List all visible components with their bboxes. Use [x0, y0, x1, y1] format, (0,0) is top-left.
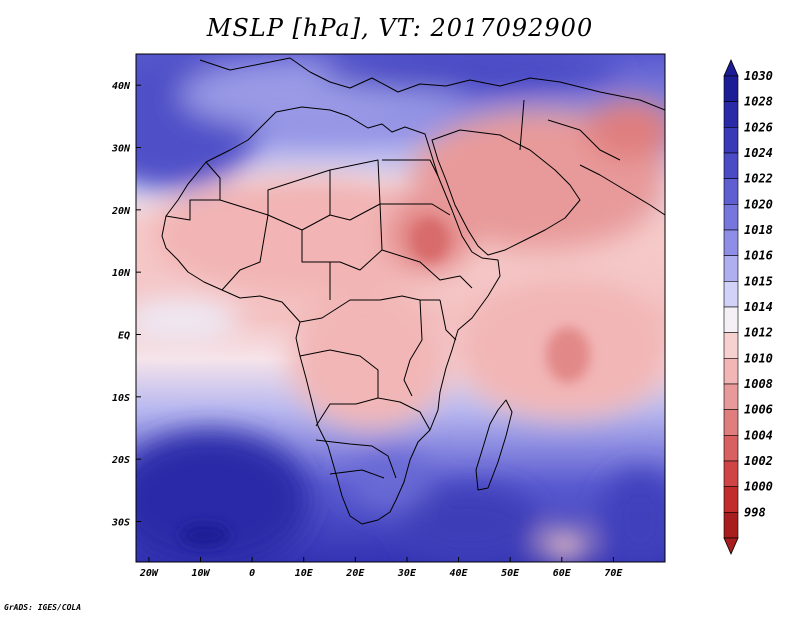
- lon-label: 0: [249, 568, 255, 579]
- madagascar: [475, 399, 513, 491]
- colorbar-swatch: [723, 435, 739, 462]
- colorbar-level-label: 1028: [744, 95, 773, 109]
- lat-label: 10S: [112, 393, 130, 404]
- colorbar-swatch: [723, 75, 739, 102]
- colorbar-level-label: 1010: [744, 351, 773, 365]
- colorbar-level-label: 1018: [744, 223, 773, 237]
- colorbar-bottom-arrow: [723, 537, 739, 555]
- lat-label: 30N: [111, 143, 131, 154]
- colorbar-swatch: [723, 127, 739, 154]
- colorbar-level-label: 1014: [744, 300, 773, 314]
- colorbar: 1030 1028 1026 1024 1022 1020 1018 1016 1015 1014…: [723, 59, 773, 555]
- colorbar-level-label: 1015: [744, 274, 773, 288]
- colorbar-level-label: 1026: [744, 120, 773, 134]
- lon-label: 30E: [397, 568, 417, 579]
- grads-credit: GrADS: IGES/COLA: [4, 603, 82, 612]
- lon-label: 20E: [345, 568, 365, 579]
- lat-label: 20S: [111, 455, 130, 466]
- south-atlantic-high: [136, 430, 310, 562]
- pressure-field: [136, 54, 665, 562]
- lat-label: 30S: [111, 517, 130, 528]
- colorbar-level-label: 1004: [744, 428, 773, 442]
- lat-label: 40N: [112, 81, 131, 92]
- lon-label: 10E: [295, 568, 314, 579]
- map-title: MSLP [hPa], VT: 2017092900: [206, 14, 594, 42]
- colorbar-swatch: [723, 101, 739, 128]
- colorbar-swatch: [723, 255, 739, 282]
- colorbar-level-label: 1006: [744, 403, 773, 417]
- colorbar-swatch: [723, 332, 739, 359]
- country-boundaries: [161, 57, 665, 525]
- lon-label: 20W: [139, 568, 159, 579]
- colorbar-level-label: 1016: [744, 249, 773, 263]
- colorbar-level-label: 1022: [744, 172, 773, 186]
- lat-label: 10N: [112, 268, 131, 279]
- india-coast: [579, 164, 665, 216]
- colorbar-level-label: 1012: [744, 326, 773, 340]
- colorbar-level-label: 1030: [744, 69, 773, 83]
- lon-label: 10W: [191, 568, 210, 579]
- latitude-axis: 40N 30N 20N 10N EQ 10S 20S 30S: [111, 81, 141, 528]
- longitude-axis: 20W 10W 0 10E 20E 30E 40E 50E 60E 70E: [139, 557, 623, 579]
- colorbar-swatch: [723, 512, 739, 539]
- colorbar-swatch: [723, 306, 739, 333]
- colorbar-swatch: [723, 281, 739, 308]
- colorbar-swatch: [723, 204, 739, 231]
- colorbar-level-label: 1002: [744, 454, 773, 468]
- lon-label: 40E: [450, 568, 469, 579]
- arabian-peninsula: [431, 129, 581, 256]
- colorbar-swatch: [723, 383, 739, 410]
- europe-coast: [199, 57, 665, 111]
- colorbar-swatch: [723, 486, 739, 513]
- lon-label: 70E: [604, 568, 623, 579]
- lat-label: EQ: [118, 330, 130, 341]
- lon-label: 50E: [501, 568, 520, 579]
- map-frame: [135, 53, 666, 563]
- south-indian-high: [400, 485, 540, 562]
- lon-label: 60E: [553, 568, 572, 579]
- colorbar-level-label: 1024: [744, 146, 773, 160]
- colorbar-swatch: [723, 358, 739, 385]
- africa-coastline: [161, 106, 501, 525]
- colorbar-level-label: 1008: [744, 377, 773, 391]
- colorbar-level-label: 1020: [744, 197, 773, 211]
- colorbar-swatch: [723, 229, 739, 256]
- colorbar-swatch: [723, 178, 739, 205]
- colorbar-swatch: [723, 460, 739, 487]
- sahara-low: [150, 175, 470, 295]
- lat-label: 20N: [111, 206, 131, 217]
- colorbar-level-label: 1000: [744, 480, 773, 494]
- colorbar-level-label: 998: [744, 505, 766, 519]
- colorbar-top-arrow: [723, 59, 739, 77]
- colorbar-swatch: [723, 152, 739, 179]
- colorbar-swatch: [723, 409, 739, 436]
